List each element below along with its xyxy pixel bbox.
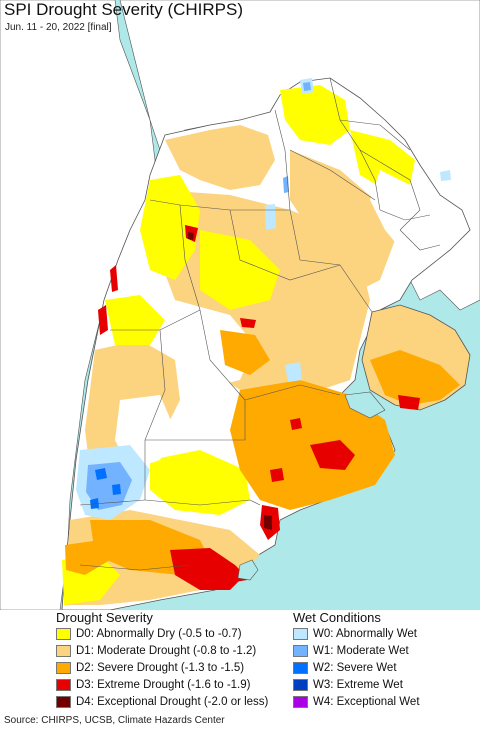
legend-swatch-d2	[56, 662, 71, 674]
drought-map	[0, 0, 480, 610]
legend-swatch-d3	[56, 679, 71, 691]
drought-legend-heading: Drought Severity	[56, 610, 153, 625]
legend-item-d4: D4: Exceptional Drought (-2.0 or less)	[56, 694, 268, 710]
estuary	[344, 391, 386, 419]
legend-label-d4: D4: Exceptional Drought (-2.0 or less)	[76, 696, 269, 708]
legend-swatch-d4	[56, 696, 71, 708]
d0-ne	[350, 130, 415, 190]
legend-item-d0: D0: Abnormally Dry (-0.5 to -0.7)	[56, 626, 242, 642]
d1-chaco	[290, 150, 395, 290]
source-credit: Source: CHIRPS, UCSB, Climate Hazards Ce…	[4, 715, 225, 726]
legend-item-d1: D1: Moderate Drought (-0.8 to -1.2)	[56, 643, 256, 659]
legend-label-w2: W2: Severe Wet	[313, 662, 397, 674]
legend: Drought Severity Wet Conditions D0: Abno…	[0, 610, 480, 712]
d0-center	[200, 230, 280, 310]
d3-south	[170, 548, 245, 590]
legend-swatch-w2	[293, 662, 308, 674]
legend-swatch-w1	[293, 645, 308, 657]
d4-spot	[188, 232, 194, 240]
legend-label-w3: W3: Extreme Wet	[313, 679, 403, 691]
d1-north	[165, 125, 275, 190]
d0-west-mid	[105, 295, 165, 345]
d3-uruguay	[398, 395, 420, 410]
w1-north	[303, 82, 311, 91]
legend-item-d3: D3: Extreme Drought (-1.6 to -1.9)	[56, 677, 250, 693]
w2-southwest-1	[95, 468, 107, 480]
legend-label-w0: W0: Abnormally Wet	[313, 628, 417, 640]
legend-label-d1: D1: Moderate Drought (-0.8 to -1.2)	[76, 645, 257, 657]
d3-pampas	[310, 440, 355, 470]
d2-central	[220, 330, 270, 375]
d3-west-coast-2	[110, 265, 118, 292]
d2-west-south	[65, 540, 110, 575]
d2-uruguay	[370, 350, 460, 405]
legend-item-w2: W2: Severe Wet	[293, 660, 397, 676]
legend-swatch-w4	[293, 696, 308, 708]
d3-pampas-2	[290, 418, 302, 430]
legend-item-w0: W0: Abnormally Wet	[293, 626, 417, 642]
legend-label-d0: D0: Abnormally Dry (-0.5 to -0.7)	[76, 628, 242, 640]
legend-item-w4: W4: Exceptional Wet	[293, 694, 420, 710]
map-subtitle: Jun. 11 - 20, 2022 [final]	[5, 22, 112, 33]
map-area: SPI Drought Severity (CHIRPS) Jun. 11 - …	[0, 0, 480, 610]
legend-item-w3: W3: Extreme Wet	[293, 677, 403, 693]
d0-southwest	[150, 450, 250, 515]
w0-ne-corner	[440, 170, 451, 181]
d0-north	[280, 85, 350, 145]
d3-west-coast	[98, 305, 108, 335]
legend-label-w4: W4: Exceptional Wet	[313, 696, 420, 708]
legend-item-w1: W1: Moderate Wet	[293, 643, 409, 659]
legend-swatch-w3	[293, 679, 308, 691]
legend-swatch-d1	[56, 645, 71, 657]
w0-pampas	[285, 362, 302, 382]
legend-label-w1: W1: Moderate Wet	[313, 645, 409, 657]
w0-center	[265, 204, 276, 230]
d3-pampas-3	[270, 468, 284, 482]
d4-coast	[264, 515, 272, 530]
wet-legend-heading: Wet Conditions	[293, 610, 381, 625]
legend-swatch-w0	[293, 628, 308, 640]
map-title: SPI Drought Severity (CHIRPS)	[4, 0, 244, 19]
d0-nw	[140, 175, 200, 280]
w2-southwest-3	[90, 498, 99, 509]
border-lines	[79, 77, 441, 571]
legend-item-d2: D2: Severe Drought (-1.3 to -1.5)	[56, 660, 244, 676]
legend-label-d2: D2: Severe Drought (-1.3 to -1.5)	[76, 662, 245, 674]
d3-center-spot	[240, 318, 256, 328]
legend-swatch-d0	[56, 628, 71, 640]
coast-detail	[237, 559, 259, 581]
w2-southwest-2	[112, 484, 121, 495]
legend-label-d3: D3: Extreme Drought (-1.6 to -1.9)	[76, 679, 251, 691]
